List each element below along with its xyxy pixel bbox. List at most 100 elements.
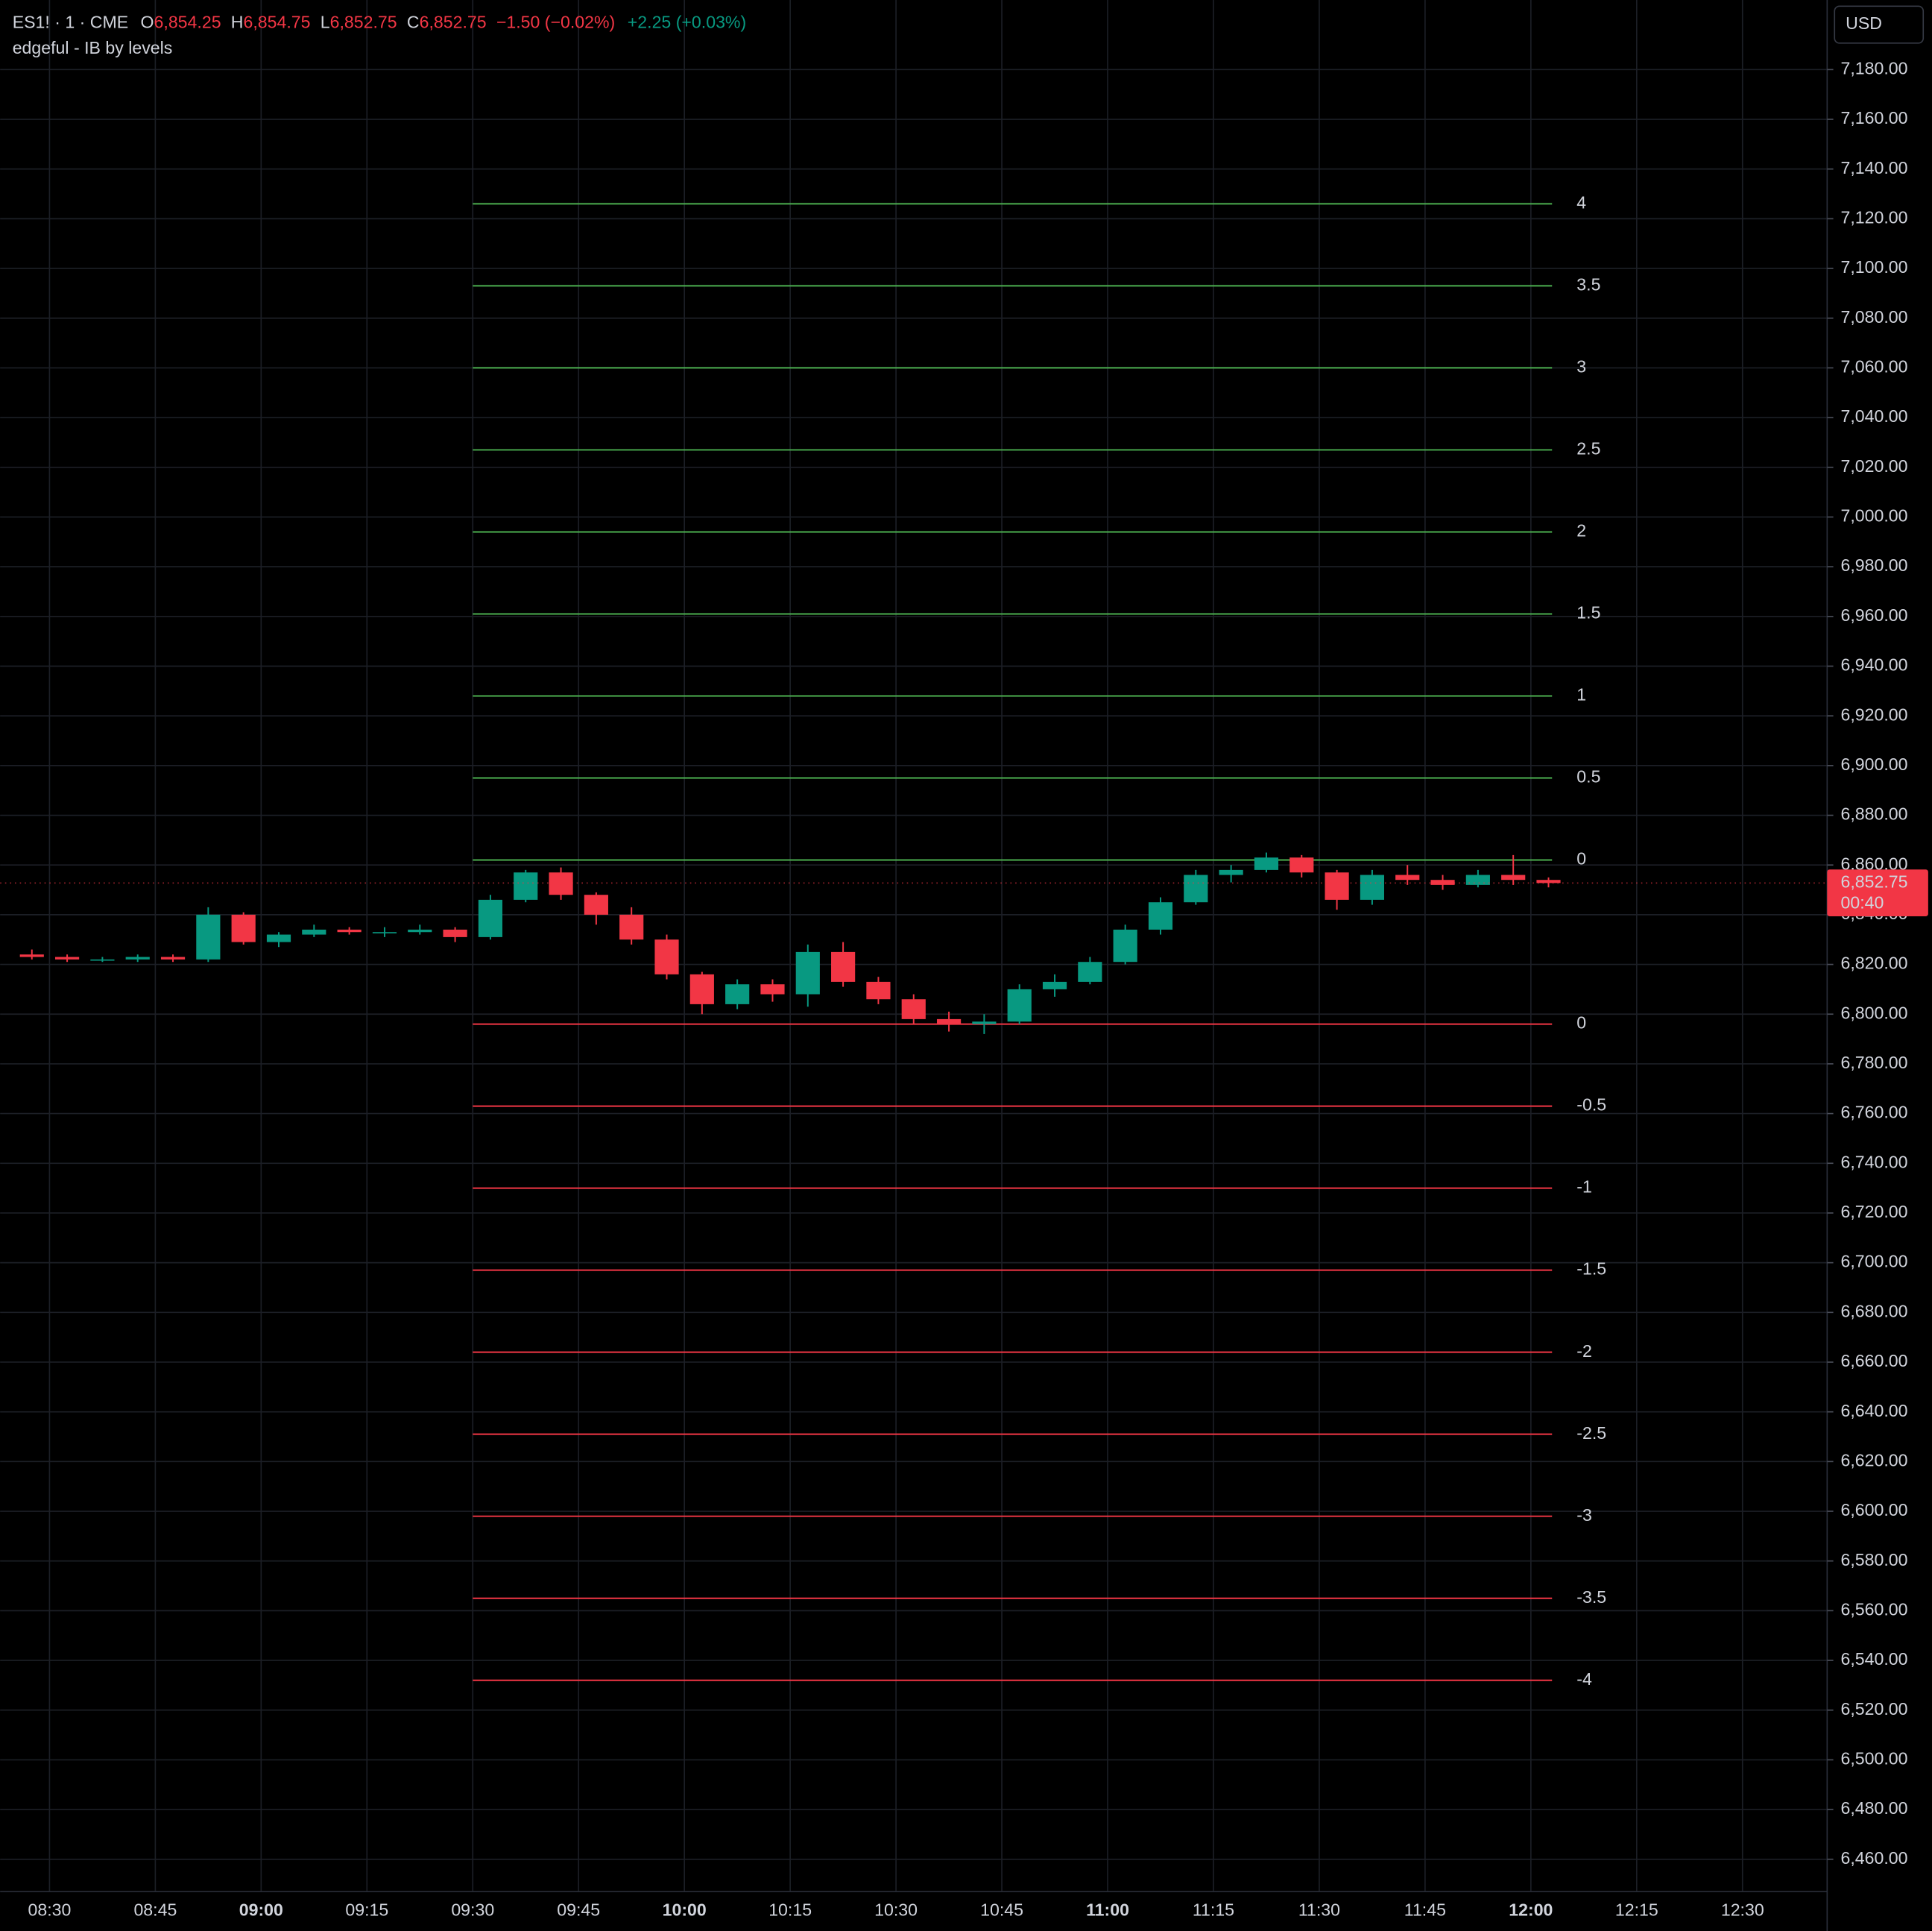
candle-body — [725, 984, 750, 1004]
candle-body — [408, 929, 432, 933]
y-tick-label: 6,900.00 — [1841, 755, 1908, 774]
y-tick-label: 6,620.00 — [1841, 1450, 1908, 1469]
symbol: ES1! · 1 · CME — [13, 13, 128, 32]
indicator-name: edgeful - IB by levels — [13, 38, 173, 57]
ib-level-label: -2 — [1576, 1341, 1592, 1361]
ib-level-label: 2.5 — [1576, 439, 1600, 459]
y-tick-label: 6,940.00 — [1841, 655, 1908, 675]
candle-body — [19, 954, 44, 957]
candle-body — [1042, 981, 1067, 989]
y-tick-label: 6,980.00 — [1841, 555, 1908, 575]
candle-body — [831, 951, 856, 982]
y-tick-label: 7,000.00 — [1841, 506, 1908, 526]
ib-level-label: -3.5 — [1576, 1587, 1606, 1607]
ib-level-label: -1.5 — [1576, 1259, 1606, 1279]
candle-body — [936, 1018, 962, 1024]
y-tick-label: 6,800.00 — [1841, 1003, 1908, 1022]
y-tick-label: 7,140.00 — [1841, 158, 1908, 177]
x-tick-label: 10:15 — [768, 1900, 812, 1920]
y-tick-label: 6,760.00 — [1841, 1103, 1908, 1122]
currency[interactable]: USD — [1846, 13, 1882, 33]
currency-button[interactable] — [1834, 5, 1925, 44]
ib-level-label: -0.5 — [1576, 1095, 1606, 1115]
y-tick-label: 7,020.00 — [1841, 456, 1908, 476]
y-tick-label: 6,580.00 — [1841, 1550, 1908, 1569]
y-tick-label: 7,120.00 — [1841, 207, 1908, 227]
ohlc-key: O — [141, 13, 154, 32]
candle-body — [125, 957, 150, 960]
y-tick-label: 6,640.00 — [1841, 1401, 1908, 1420]
ib-level-label: 0.5 — [1576, 767, 1600, 787]
ib-level-label: 1.5 — [1576, 603, 1600, 623]
candle-body — [302, 929, 326, 935]
ohlc-key: H — [231, 13, 244, 32]
last-price-label: 6,852.75 — [1841, 872, 1908, 891]
y-tick-label: 6,660.00 — [1841, 1351, 1908, 1370]
x-tick-label: 09:15 — [345, 1900, 388, 1920]
ib-level-label: 3.5 — [1576, 275, 1600, 294]
ohlc-value: 6,854.25 — [154, 13, 221, 32]
y-tick-label: 7,100.00 — [1841, 257, 1908, 277]
y-tick-label: 6,680.00 — [1841, 1301, 1908, 1320]
y-tick-label: 6,500.00 — [1841, 1749, 1908, 1768]
candle-body — [478, 899, 503, 937]
ib-level-label: -3 — [1576, 1505, 1592, 1525]
x-tick-label: 09:00 — [239, 1900, 283, 1920]
extra-change: +2.25 (+0.03%) — [628, 13, 746, 32]
candle-body — [1113, 929, 1137, 963]
y-tick-label: 6,560.00 — [1841, 1599, 1908, 1619]
y-tick-label: 7,080.00 — [1841, 307, 1908, 327]
candle-body — [1289, 857, 1314, 873]
y-tick-label: 6,700.00 — [1841, 1252, 1908, 1271]
x-tick-label: 08:45 — [133, 1900, 177, 1920]
candle-body — [1007, 989, 1032, 1022]
candle-body — [760, 984, 785, 995]
ohlc-key: C — [407, 13, 420, 32]
y-tick-label: 6,820.00 — [1841, 954, 1908, 973]
candle-body — [619, 914, 644, 940]
candle-body — [901, 999, 926, 1019]
y-tick-label: 6,740.00 — [1841, 1152, 1908, 1171]
candle-body — [54, 957, 80, 960]
y-tick-label: 6,720.00 — [1841, 1202, 1908, 1221]
y-tick-label: 6,960.00 — [1841, 605, 1908, 625]
y-tick-label: 6,520.00 — [1841, 1699, 1908, 1719]
x-tick-label: 12:15 — [1615, 1900, 1658, 1920]
x-tick-label: 12:30 — [1721, 1900, 1764, 1920]
candle-body — [654, 939, 679, 974]
candle-body — [1501, 875, 1526, 881]
candle-body — [1254, 857, 1279, 870]
ib-level-label: 2 — [1576, 521, 1586, 541]
last-price-tag — [1827, 869, 1928, 916]
candle-body — [160, 957, 186, 960]
candle-body — [1325, 872, 1349, 900]
candle-body — [549, 872, 573, 895]
candle-body — [1430, 880, 1455, 885]
candle-body — [689, 974, 714, 1004]
x-tick-label: 10:30 — [874, 1900, 918, 1920]
candle-body — [972, 1021, 997, 1024]
x-tick-label: 10:45 — [980, 1900, 1023, 1920]
ohlc-value: 6,852.75 — [330, 13, 397, 32]
ib-level-label: 0 — [1576, 849, 1586, 869]
candle-body — [372, 932, 397, 933]
x-tick-label: 11:45 — [1404, 1900, 1446, 1920]
ohlc-value: 6,852.75 — [420, 13, 487, 32]
countdown: 00:40 — [1841, 893, 1884, 913]
ib-level-label: 0 — [1576, 1013, 1586, 1033]
candle-body — [1219, 869, 1243, 875]
x-tick-label: 11:15 — [1193, 1900, 1234, 1920]
x-tick-label: 09:30 — [451, 1900, 494, 1920]
candle-body — [1395, 875, 1420, 881]
candle-body — [1148, 902, 1173, 930]
ib-level-label: -2.5 — [1576, 1423, 1606, 1443]
x-tick-label: 11:30 — [1298, 1900, 1340, 1920]
candle-body — [584, 895, 608, 915]
change: −1.50 (−0.02%) — [496, 13, 615, 32]
y-tick-label: 6,880.00 — [1841, 804, 1908, 824]
y-tick-label: 7,060.00 — [1841, 357, 1908, 377]
y-tick-label: 7,160.00 — [1841, 108, 1908, 127]
ib-level-label: 1 — [1576, 685, 1586, 705]
